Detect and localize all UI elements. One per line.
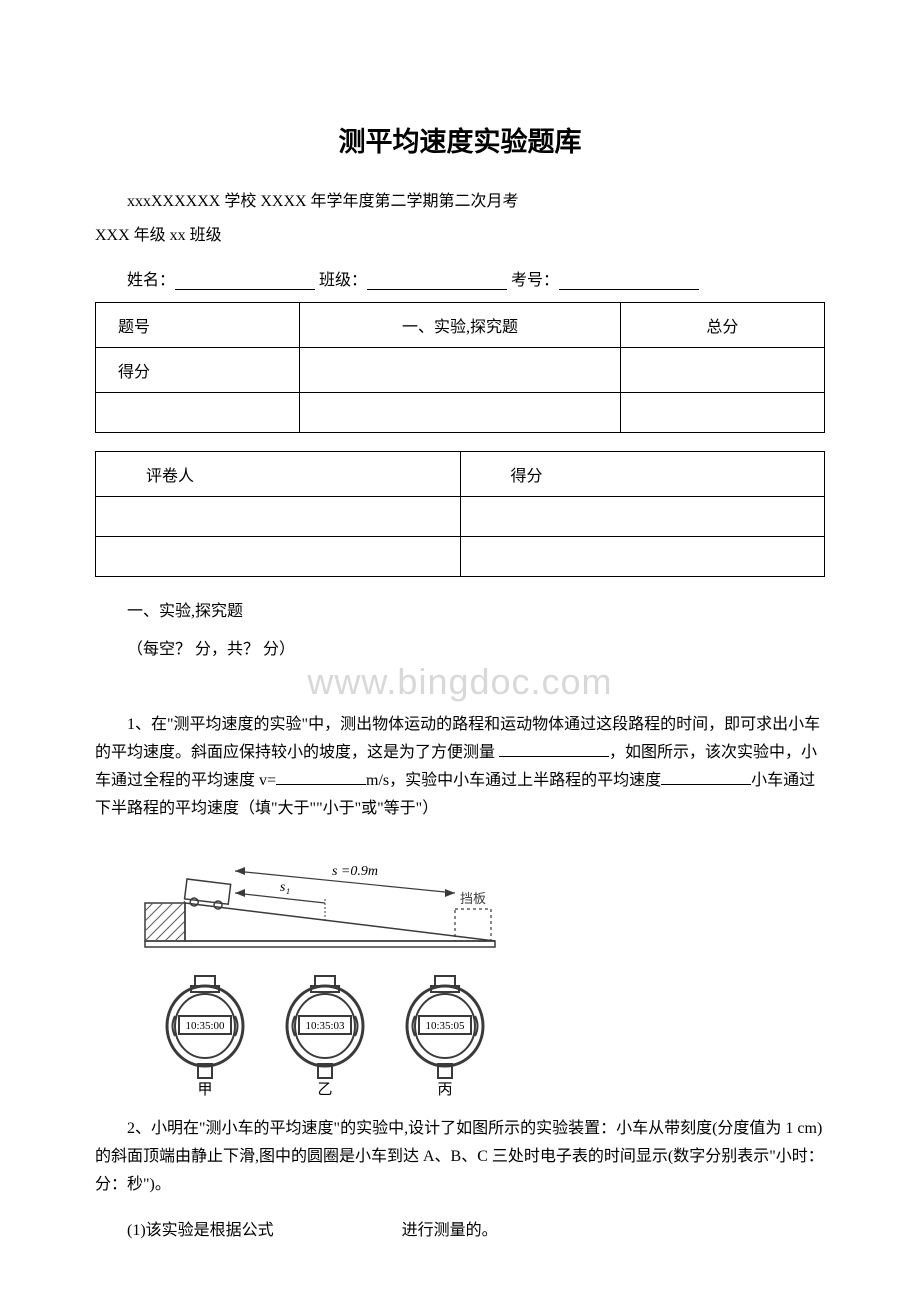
score-label-cell: 得分 (96, 348, 300, 393)
table-row: 评卷人 得分 (96, 452, 825, 497)
page-title: 测平均速度实验题库 (95, 120, 825, 159)
table-row: 题号 一、实验,探究题 总分 (96, 303, 825, 348)
incline (185, 903, 495, 941)
table-row: 得分 (96, 348, 825, 393)
watermark-text: www.bingdoc.com (95, 661, 825, 703)
watch-time-2: 10:35:03 (305, 1020, 345, 1032)
q2-sub1-prefix: (1)该实验是根据公式 (127, 1222, 274, 1239)
grader-score-label-cell: 得分 (460, 452, 825, 497)
exam-info-line2: XXX 年级 xx 班级 (95, 223, 825, 249)
class-label: 班级： (319, 272, 367, 289)
watch-label-1: 甲 (197, 1082, 212, 1098)
name-blank[interactable] (175, 272, 315, 290)
experiment-diagram: 挡板 s =0.9m s₁ (135, 841, 515, 1101)
table-row (96, 393, 825, 433)
header-cell: 题号 (96, 303, 300, 348)
stopwatch-icon: 10:35:00 甲 (167, 976, 243, 1098)
number-blank[interactable] (559, 272, 699, 290)
grader-score-cell[interactable] (460, 497, 825, 537)
q1-blank-1[interactable] (499, 741, 609, 757)
number-label: 考号： (511, 272, 559, 289)
watch-label-2: 乙 (317, 1082, 332, 1098)
class-blank[interactable] (367, 272, 507, 290)
watch-label-3: 丙 (437, 1082, 452, 1098)
question-1: 1、在"测平均速度的实验"中，测出物体运动的路程和运动物体通过这段路程的时间，即… (95, 711, 825, 823)
stopwatch-icon: 10:35:03 乙 (287, 976, 363, 1098)
header-cell: 总分 (620, 303, 824, 348)
s-value-label: s =0.9m (332, 864, 378, 879)
watch-time-3: 10:35:05 (425, 1020, 465, 1032)
section-label: 一、实验,探究题 (95, 597, 825, 621)
q1-text-part: m/s，实验中小车通过上半路程的平均速度 (366, 772, 661, 789)
watch-time-1: 10:35:00 (185, 1020, 225, 1032)
table-row (96, 497, 825, 537)
header-cell: 一、实验,探究题 (300, 303, 621, 348)
empty-cell (96, 393, 300, 433)
stopwatch-group: 10:35:00 甲 10:35:03 乙 (167, 976, 483, 1098)
exam-info-line1: xxxXXXXXX 学校 XXXX 年学年度第二学期第二次月考 (95, 189, 825, 215)
table-row (96, 537, 825, 577)
stopwatch-icon: 10:35:05 丙 (407, 976, 483, 1098)
name-label: 姓名： (127, 272, 175, 289)
score-table: 题号 一、实验,探究题 总分 得分 (95, 302, 825, 433)
student-info-row: 姓名： 班级： 考号： (95, 266, 825, 290)
question-2: 2、小明在"测小车的平均速度"的实验中,设计了如图所示的实验装置：小车从带刻度(… (95, 1115, 825, 1199)
stop-block: 挡板 (455, 891, 491, 941)
empty-cell (96, 537, 461, 577)
q1-blank-3[interactable] (661, 769, 751, 785)
support-block (145, 901, 185, 941)
block-label: 挡板 (460, 891, 486, 906)
question-2-sub1: (1)该实验是根据公式 进行测量的。 (95, 1217, 825, 1245)
empty-cell (460, 537, 825, 577)
empty-cell (300, 393, 621, 433)
grader-cell[interactable] (96, 497, 461, 537)
empty-cell (620, 393, 824, 433)
grader-table: 评卷人 得分 (95, 451, 825, 577)
figure-1: 挡板 s =0.9m s₁ (135, 841, 825, 1101)
points-note: （每空？ 分，共？ 分） (95, 635, 825, 659)
q2-sub1-suffix: 进行测量的。 (402, 1222, 498, 1239)
score-cell[interactable] (300, 348, 621, 393)
grader-label-cell: 评卷人 (96, 452, 461, 497)
distance-arrow: s =0.9m (235, 864, 455, 897)
s1-label: s₁ (280, 880, 290, 895)
score-cell[interactable] (620, 348, 824, 393)
q1-blank-2[interactable] (276, 769, 366, 785)
